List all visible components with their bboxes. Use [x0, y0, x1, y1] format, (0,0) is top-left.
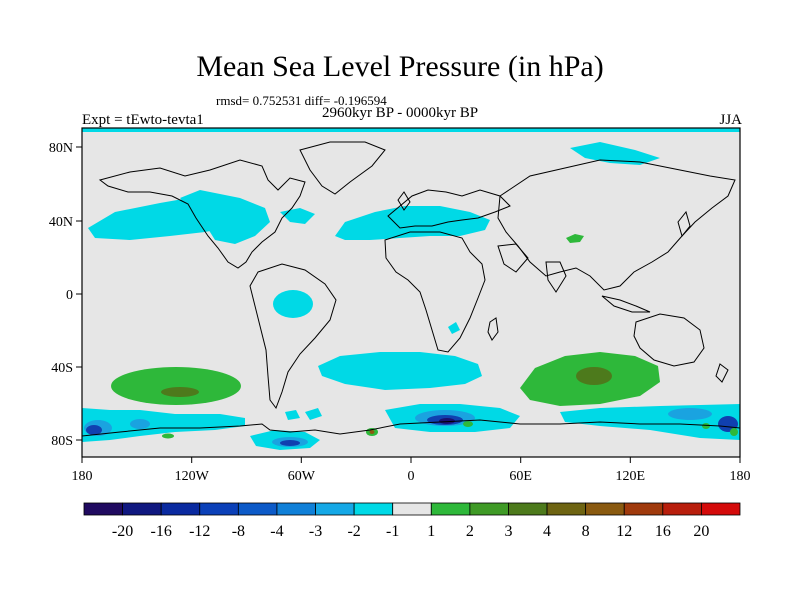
coastline-africa [384, 231, 486, 353]
coastline-arabia [497, 243, 529, 273]
colorbar-swatch-15 [662, 502, 702, 516]
anomaly-negative-south-atlantic-small [448, 322, 460, 334]
anomaly-negative-core-dateline [718, 416, 738, 432]
colorbar-swatch-2 [160, 502, 201, 516]
coastline-new-zealand [715, 363, 729, 383]
anomaly-positive-spot-c [702, 423, 710, 429]
anomaly-negative-europe [335, 206, 490, 240]
colorbar-label-1: -16 [151, 523, 172, 540]
colorbar-swatch-7 [353, 502, 394, 516]
colorbar-swatch-16 [701, 502, 741, 516]
colorbar-swatch-10 [469, 502, 509, 516]
lon-label-0: 0 [408, 469, 415, 484]
season-label: JJA [719, 112, 742, 128]
experiment-label: Expt = tEwto-tevta1 [82, 112, 204, 128]
map-title: Mean Sea Level Pressure (in hPa) [196, 50, 604, 83]
colorbar-swatch-4 [237, 502, 278, 516]
colorbar-label-2: -12 [189, 523, 210, 540]
anomaly-positive-spot-d [730, 428, 738, 436]
colorbar-label-6: -2 [347, 523, 360, 540]
anomaly-positive-south-pacific [111, 367, 241, 405]
anomaly-negative-antarctic-small-b [285, 410, 300, 420]
colorbar-label-5: -3 [309, 523, 322, 540]
coastline-europe [387, 189, 511, 229]
colorbar-label-7: -1 [386, 523, 399, 540]
lon-label-60w: 60W [288, 469, 316, 484]
colorbar-label-9: 2 [466, 523, 474, 540]
colorbar: -20 -16 -12 -8 -4 -3 -2 -1 1 2 3 4 8 12 16 20 [83, 502, 741, 540]
colorbar-label-14: 16 [655, 523, 671, 540]
colorbar-label-0: -20 [112, 523, 133, 540]
colorbar-label-13: 12 [616, 523, 632, 540]
pressure-anomaly-fields [82, 128, 740, 450]
colorbar-label-10: 3 [504, 523, 512, 540]
coastline-indonesia [601, 295, 651, 313]
lat-label-0: 0 [66, 288, 73, 303]
colorbar-swatch-13 [585, 502, 625, 516]
lon-label-120w: 120W [175, 469, 210, 484]
colorbar-swatch-12 [546, 502, 587, 516]
colorbar-swatch-0 [83, 502, 123, 516]
colorbar-label-4: -4 [270, 523, 283, 540]
coastline-india [545, 261, 567, 293]
anomaly-positive-spot-e [162, 433, 174, 439]
anomaly-positive-spot-a-core [369, 430, 375, 434]
lon-label-180e: 180 [730, 469, 751, 484]
lon-label-60e: 60E [509, 469, 532, 484]
coastline-greenland [299, 141, 386, 195]
lat-label-80s: 80S [51, 434, 73, 449]
lat-label-40s: 40S [51, 361, 73, 376]
anomaly-negative-amazon [273, 290, 313, 318]
anomaly-positive-indian-ocean-core [576, 367, 612, 385]
colorbar-swatch-8 [392, 502, 432, 516]
anomaly-positive-asia [566, 234, 584, 243]
colorbar-swatch-5 [276, 502, 316, 516]
anomaly-positive-spot-b [463, 421, 473, 427]
coastline-north-america [98, 159, 306, 269]
anomaly-negative-arctic-siberia [570, 142, 660, 165]
coastline-south-america [249, 263, 337, 410]
colorbar-swatch-3 [199, 502, 239, 516]
lat-label-80n: 80N [49, 141, 73, 156]
colorbar-label-15: 20 [693, 523, 709, 540]
colorbar-swatch-9 [430, 502, 471, 516]
colorbar-label-8: 1 [427, 523, 435, 540]
period-label: 2960kyr BP - 0000kyr BP [321, 105, 479, 121]
coastline-australia [633, 313, 705, 367]
colorbar-swatch-14 [623, 502, 664, 516]
anomaly-negative-south-atlantic [318, 352, 482, 390]
anomaly-negative-nw-america [180, 190, 270, 244]
anomaly-negative-antarctic-band [82, 408, 245, 442]
colorbar-swatch-6 [315, 502, 355, 516]
anomaly-negative-core-peninsula-dark [280, 440, 300, 446]
lon-label-180w: 180 [72, 469, 93, 484]
lon-ticks [81, 457, 741, 463]
anomaly-positive-south-pacific-core [161, 387, 199, 397]
lat-ticks [76, 146, 82, 441]
anomaly-negative-core-east-darkest [439, 418, 455, 424]
colorbar-label-12: 8 [582, 523, 590, 540]
anomaly-negative-core-pacific-dark [86, 425, 102, 435]
anomaly-negative-antarctic-small-a [305, 408, 322, 420]
lat-label-40n: 40N [49, 215, 73, 230]
anomaly-negative-ne-america [280, 208, 315, 224]
colorbar-label-3: -8 [232, 523, 245, 540]
anomaly-negative-core-indian [668, 408, 712, 420]
coastline-madagascar [487, 317, 499, 341]
anomaly-negative-core-ross [130, 419, 150, 429]
colorbar-swatch-11 [508, 502, 548, 516]
coastlines [82, 141, 740, 437]
stats-label: rmsd= 0.752531 diff= -0.196594 [216, 93, 387, 108]
colorbar-swatch-1 [122, 502, 162, 516]
anomaly-negative-arctic-strip [82, 128, 740, 132]
coastline-japan [677, 210, 691, 238]
coastline-antarctica [82, 419, 740, 437]
coastline-uk [397, 191, 411, 211]
coastline-asia [497, 159, 736, 291]
lon-label-120e: 120E [616, 469, 646, 484]
colorbar-label-11: 4 [543, 523, 551, 540]
